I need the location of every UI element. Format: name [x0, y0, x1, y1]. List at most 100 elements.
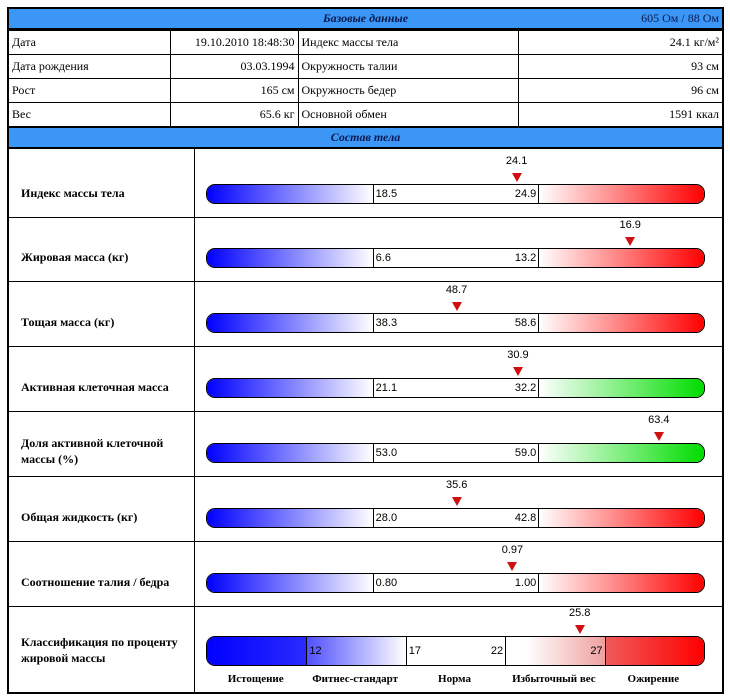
classification-segment: 12: [306, 637, 406, 665]
row-label: Тощая масса (кг): [21, 315, 115, 329]
composition-header: Состав тела: [9, 128, 722, 149]
marker-value: 63.4: [648, 414, 670, 426]
range-high: 13.2: [514, 252, 537, 264]
field-label: Индекс массы тела: [297, 30, 519, 55]
threshold: 17: [408, 645, 422, 657]
field-value: 165 см: [169, 78, 299, 103]
low-segment: [207, 379, 373, 397]
marker-value: 24.1: [505, 155, 528, 167]
classification-label: Ожирение: [627, 673, 680, 685]
normal-segment: 18.5 24.9: [372, 185, 539, 203]
field-value: 93 см: [517, 54, 722, 79]
range-bar: 21.1 32.2: [206, 378, 705, 398]
row-label: Соотношение талия / бедра: [21, 575, 170, 589]
marker-triangle-icon: [512, 367, 523, 376]
base-data-row: Дата рождения 03.03.1994 Окружность талии 9…: [9, 54, 722, 79]
threshold: 27: [590, 645, 603, 657]
marker-value: 30.9: [507, 349, 529, 361]
range-low: 0.80: [375, 577, 398, 589]
composition-row: Доля активной клеточной массы (%) 53.0 59.…: [9, 411, 722, 476]
field-label: Вес: [9, 102, 171, 128]
composition-row: Активная клеточная масса 21.1 32.2 30.9: [9, 346, 722, 411]
field-label: Основной обмен: [297, 102, 519, 128]
classification-segment: 27: [505, 637, 605, 665]
composition-row: Индекс массы тела 18.5 24.9 24.1: [9, 149, 722, 217]
range-low: 6.6: [375, 252, 391, 264]
normal-segment: 53.0 59.0: [372, 444, 539, 462]
row-label-cell: Доля активной клеточной массы (%): [9, 412, 195, 476]
marker-triangle-icon: [507, 562, 518, 571]
range-low: 53.0: [375, 447, 398, 459]
high-segment: [538, 185, 704, 203]
marker-triangle-icon: [511, 173, 522, 182]
normal-segment: 28.0 42.8: [372, 509, 539, 527]
field-value: 19.10.2010 18:48:30: [169, 30, 299, 55]
base-data-row: Вес 65.6 кг Основной обмен 1591 ккал: [9, 102, 722, 128]
row-label-cell: Жировая масса (кг): [9, 218, 195, 281]
row-label: Доля активной клеточной массы (%): [21, 436, 164, 466]
marker-value: 16.9: [619, 219, 641, 231]
range-low: 28.0: [375, 512, 398, 524]
field-value: 65.6 кг: [169, 102, 299, 128]
row-label: Общая жидкость (кг): [21, 510, 138, 524]
normal-segment: 0.80 1.00: [372, 574, 539, 592]
composition-row: Общая жидкость (кг) 28.0 42.8 35.6: [9, 476, 722, 541]
low-segment: [207, 444, 373, 462]
marker-triangle-icon: [574, 625, 585, 634]
field-label: Окружность бедер: [297, 78, 519, 103]
row-label-cell: Активная клеточная масса: [9, 347, 195, 411]
range-high: 24.9: [514, 188, 537, 200]
field-value: 24.1 кг/м²: [517, 30, 722, 55]
marker-value: 35.6: [446, 479, 468, 491]
classification-segment: [207, 637, 307, 665]
range-low: 21.1: [375, 382, 398, 394]
marker-triangle-icon: [653, 432, 664, 441]
row-label-cell: Классификация по проценту жировой массы: [9, 607, 195, 692]
low-segment: [207, 185, 373, 203]
field-value: 96 см: [517, 78, 722, 103]
range-high: 42.8: [514, 512, 537, 524]
low-segment: [207, 314, 373, 332]
field-value: 03.03.1994: [169, 54, 299, 79]
field-label: Рост: [9, 78, 171, 103]
classification-label: Истощение: [227, 673, 284, 685]
base-data-header: Базовые данные 605 Ом / 88 Ом: [9, 9, 722, 30]
field-label: Дата: [9, 30, 171, 55]
composition-row-classification: Классификация по проценту жировой массы 1…: [9, 606, 722, 692]
row-label: Активная клеточная масса: [21, 380, 169, 394]
marker-value: 48.7: [445, 284, 468, 296]
marker-triangle-icon: [625, 237, 636, 246]
range-bar: 53.0 59.0: [206, 443, 705, 463]
base-data-table: Дата 19.10.2010 18:48:30 Индекс массы тела…: [9, 30, 722, 128]
marker-triangle-icon: [451, 497, 462, 506]
range-bar: 28.0 42.8: [206, 508, 705, 528]
composition-row: Тощая масса (кг) 38.3 58.6 48.7: [9, 281, 722, 346]
marker-value: 0.97: [501, 544, 524, 556]
base-data-title: Базовые данные: [322, 11, 409, 25]
composition-row: Соотношение талия / бедра 0.80 1.00 0.97: [9, 541, 722, 606]
range-low: 38.3: [375, 317, 398, 329]
range-high: 32.2: [514, 382, 537, 394]
row-label: Жировая масса (кг): [21, 250, 129, 264]
row-label-cell: Тощая масса (кг): [9, 282, 195, 346]
row-label: Классификация по проценту жировой массы: [21, 635, 178, 665]
classification-segment: [604, 637, 704, 665]
composition-row: Жировая масса (кг) 6.6 13.2 16.9: [9, 217, 722, 281]
field-label: Дата рождения: [9, 54, 171, 79]
base-data-row: Рост 165 см Окружность бедер 96 см: [9, 78, 722, 103]
composition-title: Состав тела: [330, 130, 401, 144]
range-low: 18.5: [375, 188, 398, 200]
range-bar: 6.6 13.2: [206, 248, 705, 268]
classification-label: Избыточный вес: [512, 673, 596, 685]
marker-triangle-icon: [451, 302, 462, 311]
classification-bar: 12 17 22 27: [206, 636, 705, 666]
normal-segment: 38.3 58.6: [372, 314, 539, 332]
range-high: 58.6: [514, 317, 537, 329]
field-value: 1591 ккал: [517, 102, 722, 128]
high-segment: [538, 444, 704, 462]
row-label: Индекс массы тела: [21, 186, 125, 200]
high-segment: [538, 379, 704, 397]
high-segment: [538, 574, 704, 592]
threshold: 12: [309, 645, 322, 657]
normal-segment: 21.1 32.2: [372, 379, 539, 397]
